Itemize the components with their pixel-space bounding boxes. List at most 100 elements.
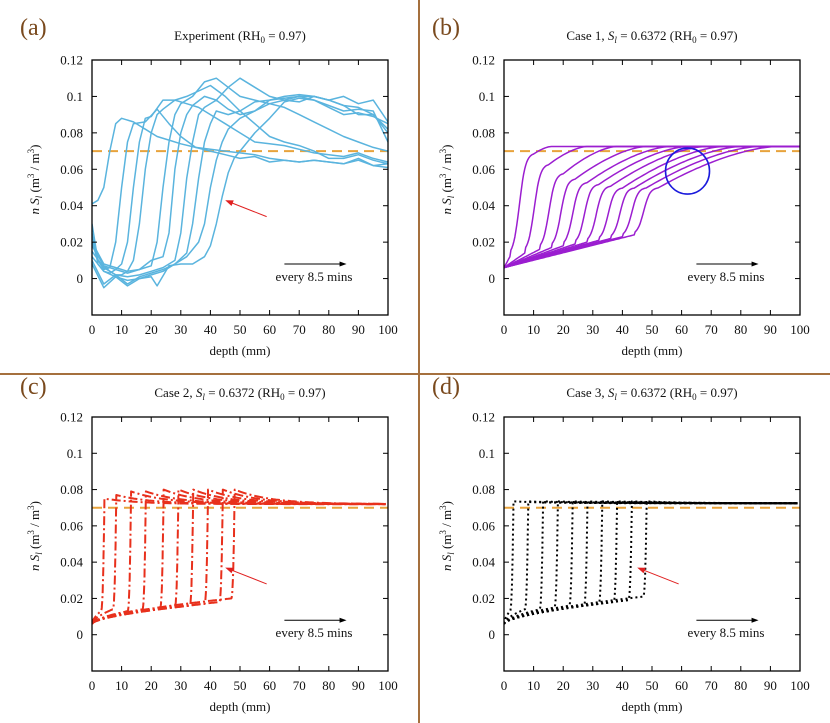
- y-tick-label: 0.1: [67, 89, 83, 104]
- y-tick-label: 0.12: [472, 410, 495, 425]
- x-axis-label: depth (mm): [621, 699, 682, 714]
- series-line-t3: [504, 145, 800, 269]
- y-axis-label: n Sl (m3 / m3): [438, 501, 456, 571]
- x-tick-label: 90: [764, 678, 777, 693]
- x-tick-label: 80: [322, 322, 335, 337]
- series-line-t2: [92, 494, 386, 625]
- series-line-t9: [504, 500, 798, 625]
- y-axis-label: n Sl (m3 / m3): [438, 144, 456, 214]
- red-pointer-arrow: [229, 568, 267, 585]
- y-axis-label: n Sl (m3 / m3): [26, 144, 44, 214]
- x-tick-label: 30: [586, 678, 599, 693]
- y-tick-label: 0.02: [472, 235, 495, 250]
- x-tick-label: 70: [293, 678, 306, 693]
- y-tick-label: 0.06: [60, 162, 83, 177]
- series-line-t1: [504, 145, 800, 268]
- x-tick-label: 40: [204, 678, 217, 693]
- x-tick-label: 50: [234, 678, 247, 693]
- chart-title: Case 2, Sl = 0.6372 (RH0 = 0.97): [154, 385, 325, 402]
- red-pointer-arrow: [229, 201, 267, 218]
- panel-b: (b) Case 1, Sl = 0.6372 (RH0 = 0.97) 0 10 20…: [432, 15, 810, 358]
- panel-label: (b): [432, 15, 460, 41]
- highlight-circle: [664, 147, 711, 195]
- series-line-t8: [92, 93, 388, 282]
- series-line-t4: [92, 490, 386, 625]
- x-axis-label: depth (mm): [209, 699, 270, 714]
- x-tick-label: 60: [675, 322, 688, 337]
- series-line-t3: [92, 490, 386, 625]
- x-tick-label: 30: [586, 322, 599, 337]
- x-tick-label: 10: [527, 678, 540, 693]
- series-line-t7: [504, 500, 798, 625]
- x-tick-label: 10: [115, 322, 128, 337]
- series-line-t5: [504, 145, 800, 269]
- time-arrow-head: [751, 617, 759, 623]
- horizontal-divider: [0, 373, 830, 375]
- y-tick-label: 0.08: [60, 482, 83, 497]
- series-line-t4: [504, 500, 798, 625]
- red-pointer-arrow: [641, 568, 679, 585]
- x-tick-label: 80: [734, 322, 747, 337]
- x-tick-label: 0: [89, 322, 96, 337]
- panel-d: (d) Case 3, Sl = 0.6372 (RH0 = 0.97) 0 10 20…: [432, 374, 810, 714]
- x-tick-label: 60: [675, 678, 688, 693]
- x-tick-label: 10: [527, 322, 540, 337]
- x-tick-label: 20: [145, 678, 158, 693]
- y-tick-label: 0: [77, 271, 84, 286]
- vertical-divider: [418, 0, 420, 723]
- x-tick-label: 50: [646, 678, 659, 693]
- y-tick-label: 0.02: [60, 591, 83, 606]
- series-line-t1: [504, 500, 798, 625]
- annotation-text: every 8.5 mins: [276, 269, 353, 284]
- series-line-t9: [92, 488, 386, 625]
- y-tick-label: 0.08: [60, 125, 83, 140]
- y-tick-label: 0.06: [472, 518, 495, 533]
- annotation-text: every 8.5 mins: [688, 269, 765, 284]
- y-axis-label: n Sl (m3 / m3): [26, 501, 44, 571]
- x-tick-label: 60: [263, 322, 276, 337]
- x-tick-label: 80: [734, 678, 747, 693]
- series-line-t2: [504, 500, 798, 625]
- y-tick-label: 0: [77, 627, 84, 642]
- x-tick-label: 50: [234, 322, 247, 337]
- red-pointer-arrow-head: [637, 567, 646, 574]
- y-tick-label: 0.08: [472, 482, 495, 497]
- y-tick-label: 0.1: [479, 446, 495, 461]
- panel-c: (c) Case 2, Sl = 0.6372 (RH0 = 0.97) 0 10 20…: [20, 374, 398, 714]
- series-line-t5: [92, 488, 386, 625]
- y-tick-label: 0.1: [67, 446, 83, 461]
- y-tick-label: 0.06: [472, 162, 495, 177]
- x-tick-label: 90: [352, 678, 365, 693]
- x-tick-label: 0: [501, 678, 508, 693]
- x-tick-label: 20: [557, 678, 570, 693]
- y-tick-label: 0.04: [60, 555, 83, 570]
- red-pointer-arrow-head: [225, 200, 234, 206]
- panel-label: (a): [20, 15, 47, 41]
- x-axis-label: depth (mm): [209, 343, 270, 358]
- series-line-t8: [92, 488, 386, 625]
- x-tick-label: 40: [616, 678, 629, 693]
- series-line-t5: [504, 500, 798, 625]
- series-line-t3: [92, 99, 388, 274]
- series-line-t6: [92, 488, 386, 625]
- x-tick-label: 70: [705, 678, 718, 693]
- series-line-t6: [504, 500, 798, 625]
- chart-title: Case 1, Sl = 0.6372 (RH0 = 0.97): [566, 28, 737, 45]
- y-tick-label: 0.02: [60, 235, 83, 250]
- panel-a: (a) Experiment (RH0 = 0.97) 0 10 20 30 40 50 60 7…: [20, 15, 398, 358]
- x-tick-label: 30: [174, 322, 187, 337]
- series-line-t10: [504, 500, 798, 625]
- x-tick-label: 30: [174, 678, 187, 693]
- y-tick-label: 0.04: [472, 555, 495, 570]
- series-line-t10: [92, 488, 386, 625]
- time-arrow-head: [339, 617, 347, 623]
- x-tick-label: 100: [378, 322, 398, 337]
- x-tick-label: 0: [501, 322, 508, 337]
- y-tick-label: 0.02: [472, 591, 495, 606]
- y-tick-label: 0: [489, 627, 496, 642]
- panel-label: (d): [432, 374, 460, 400]
- x-tick-label: 50: [646, 322, 659, 337]
- x-tick-label: 10: [115, 678, 128, 693]
- y-tick-label: 0.06: [60, 518, 83, 533]
